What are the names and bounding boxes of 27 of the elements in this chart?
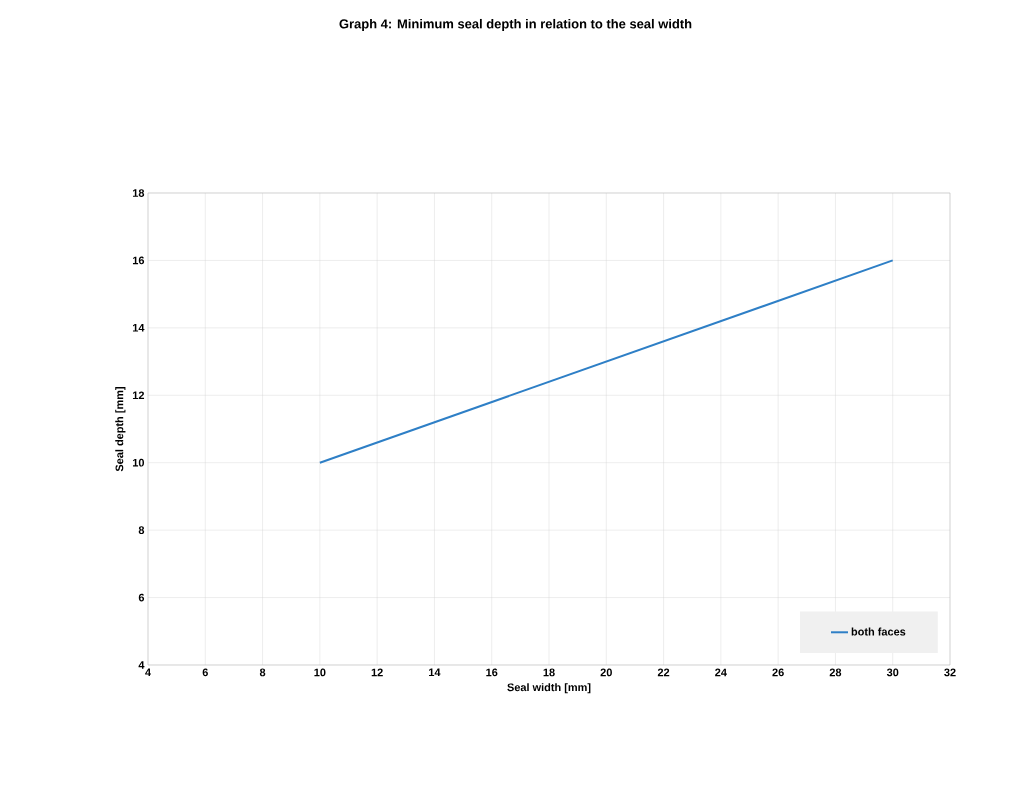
x-tick-label: 12	[371, 668, 383, 677]
x-tick-label: 8	[259, 668, 266, 677]
x-tick-label: 30	[886, 668, 899, 677]
x-tick-label: 16	[486, 668, 498, 677]
y-tick-label: 10	[132, 458, 145, 467]
y-tick-label: 18	[132, 189, 145, 197]
x-tick-label: 20	[600, 668, 612, 677]
x-tick-label: 32	[944, 668, 956, 677]
x-tick-label: 6	[202, 668, 208, 677]
y-axis-title: Seal depth [mm]	[115, 387, 126, 472]
x-tick-label: 24	[715, 668, 727, 677]
x-tick-label: 26	[772, 668, 784, 677]
x-tick-label: 22	[657, 668, 670, 677]
y-tick-label: 16	[132, 256, 145, 265]
y-tick-label: 4	[138, 661, 145, 669]
y-tick-label: 8	[138, 526, 145, 535]
legend-label: both faces	[851, 627, 906, 636]
x-tick-label: 28	[829, 668, 842, 677]
y-tick-label: 14	[132, 324, 145, 332]
chart-title: Graph 4: Minimum seal depth in relation to the seal width	[339, 18, 692, 32]
x-tick-label: 18	[543, 668, 555, 677]
y-tick-label: 6	[138, 593, 145, 602]
y-tick-label: 12	[132, 391, 145, 400]
x-tick-label: 4	[145, 668, 151, 677]
x-tick-label: 10	[314, 668, 326, 677]
x-tick-label: 14	[429, 668, 441, 677]
x-axis-title: Seal width [mm]	[507, 683, 591, 694]
